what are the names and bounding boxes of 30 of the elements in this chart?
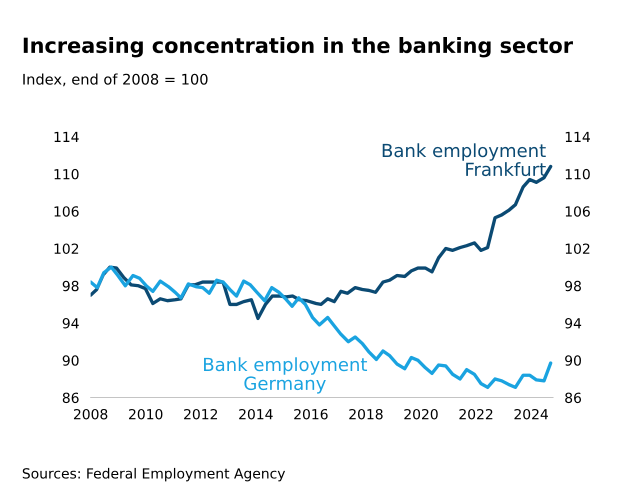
chart-title: Increasing concentration in the banking sector [24, 37, 573, 58]
y-tick-label: 90 [62, 355, 79, 366]
y2-tick-label: 110 [566, 168, 590, 180]
y2-tick-label: 94 [565, 318, 582, 329]
x-tick-label: 2012 [184, 408, 218, 420]
y-tick-label: 98 [62, 280, 79, 292]
x-tick-label: 2024 [514, 408, 548, 420]
x-tick-label: 2020 [404, 408, 438, 420]
x-tick-label: 2018 [349, 408, 383, 420]
x-tick-label: 2014 [239, 408, 273, 420]
y2-tick-label: 98 [565, 280, 581, 292]
x-tick-label: 2016 [294, 408, 328, 420]
y-tick-label: 114 [54, 132, 79, 142]
y2-tick-label: 106 [566, 206, 590, 217]
y-tick-label: 110 [54, 168, 79, 180]
x-tick-label: 2010 [129, 408, 162, 420]
source-note: Sources: Federal Employment Agency [22, 468, 286, 482]
series-label: Bank employment Frankfurt [382, 143, 546, 176]
y-tick-label: 86 [62, 392, 79, 404]
series-label: Bank employment Germany [204, 357, 368, 394]
y2-tick-label: 86 [565, 392, 582, 404]
x-tick-label: 2008 [74, 408, 108, 420]
chart-subtitle: Index, end of 2008 = 100 [23, 73, 208, 86]
x-tick-label: 2022 [459, 408, 492, 420]
y-tick-label: 106 [54, 206, 79, 217]
y-tick-label: 94 [62, 318, 79, 329]
y2-tick-label: 114 [566, 132, 590, 142]
y2-tick-label: 90 [565, 355, 581, 366]
y-tick-label: 102 [54, 243, 78, 254]
y2-tick-label: 102 [566, 243, 590, 254]
